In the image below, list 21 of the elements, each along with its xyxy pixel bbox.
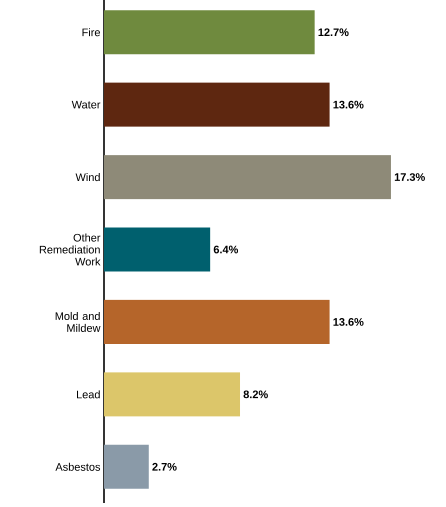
data-label: 12.7% <box>318 28 349 36</box>
data-label: 6.4% <box>214 246 238 254</box>
bar <box>104 10 315 54</box>
data-label: 8.2% <box>244 390 268 398</box>
y-tick-label: Water <box>72 100 100 108</box>
y-tick-label: Asbestos <box>55 462 100 471</box>
y-tick-label: Wind <box>76 173 100 182</box>
data-label: 17.3% <box>394 173 425 181</box>
bar <box>104 372 240 416</box>
bar <box>104 444 149 489</box>
data-label: 13.6% <box>333 318 364 326</box>
data-label: 13.6% <box>333 100 364 109</box>
y-tick-label: Lead <box>77 390 100 398</box>
bar <box>104 82 330 127</box>
bar <box>104 300 330 344</box>
data-label: 2.7% <box>152 462 177 471</box>
bar <box>104 228 210 272</box>
y-tick-label: Fire <box>82 28 100 36</box>
y-tick-label: Other Remediation Work <box>40 234 100 266</box>
bar <box>104 155 391 200</box>
y-tick-label: Mold and Mildew <box>56 312 100 332</box>
